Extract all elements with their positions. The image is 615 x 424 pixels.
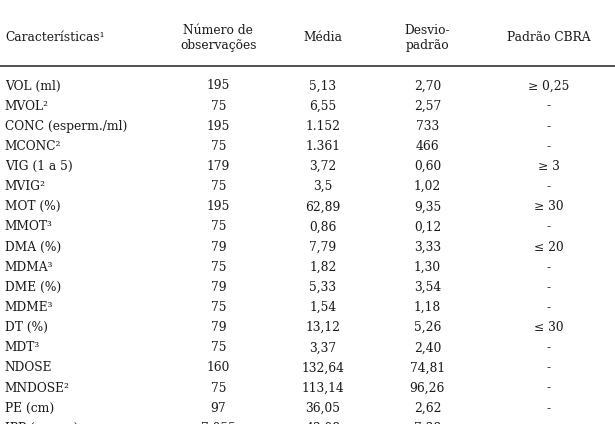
Text: 7.055: 7.055 <box>201 422 236 424</box>
Text: -: - <box>547 220 551 234</box>
Text: 2,40: 2,40 <box>414 341 441 354</box>
Text: 3,72: 3,72 <box>309 160 336 173</box>
Text: 75: 75 <box>210 261 226 274</box>
Text: 160: 160 <box>207 361 230 374</box>
Text: 1,30: 1,30 <box>414 261 441 274</box>
Text: 75: 75 <box>210 382 226 395</box>
Text: -: - <box>547 180 551 193</box>
Text: Média: Média <box>303 31 343 44</box>
Text: ≥ 3: ≥ 3 <box>538 160 560 173</box>
Text: MVIG²: MVIG² <box>5 180 46 193</box>
Text: 0,60: 0,60 <box>414 160 441 173</box>
Text: 97: 97 <box>210 402 226 415</box>
Text: 13,12: 13,12 <box>306 321 340 334</box>
Text: 5,13: 5,13 <box>309 79 336 92</box>
Text: 6,55: 6,55 <box>309 100 336 113</box>
Text: Número de
observações: Número de observações <box>180 23 256 52</box>
Text: ≤ 30: ≤ 30 <box>534 321 564 334</box>
Text: 466: 466 <box>416 140 439 153</box>
Text: -: - <box>547 382 551 395</box>
Text: 3,37: 3,37 <box>309 341 336 354</box>
Text: 43,08: 43,08 <box>305 422 341 424</box>
Text: Desvio-
padrão: Desvio- padrão <box>405 23 450 52</box>
Text: 1,02: 1,02 <box>414 180 441 193</box>
Text: 0,12: 0,12 <box>414 220 441 234</box>
Text: ≥ 30: ≥ 30 <box>534 200 564 213</box>
Text: MVOL²: MVOL² <box>5 100 49 113</box>
Text: -: - <box>547 402 551 415</box>
Text: -: - <box>547 281 551 294</box>
Text: -: - <box>547 261 551 274</box>
Text: VIG (1 a 5): VIG (1 a 5) <box>5 160 73 173</box>
Text: 75: 75 <box>210 341 226 354</box>
Text: -: - <box>547 140 551 153</box>
Text: 1,82: 1,82 <box>309 261 336 274</box>
Text: 1,54: 1,54 <box>309 301 336 314</box>
Text: 3,54: 3,54 <box>414 281 441 294</box>
Text: MDT³: MDT³ <box>5 341 40 354</box>
Text: 2,62: 2,62 <box>414 402 441 415</box>
Text: 7,79: 7,79 <box>309 240 336 254</box>
Text: 1,18: 1,18 <box>414 301 441 314</box>
Text: 195: 195 <box>207 120 230 133</box>
Text: DMA (%): DMA (%) <box>5 240 61 254</box>
Text: 195: 195 <box>207 200 230 213</box>
Text: 5,26: 5,26 <box>414 321 441 334</box>
Text: VOL (ml): VOL (ml) <box>5 79 61 92</box>
Text: 1.152: 1.152 <box>306 120 340 133</box>
Text: MDMA³: MDMA³ <box>5 261 54 274</box>
Text: -: - <box>547 361 551 374</box>
Text: MNDOSE²: MNDOSE² <box>5 382 70 395</box>
Text: 75: 75 <box>210 220 226 234</box>
Text: 5,33: 5,33 <box>309 281 336 294</box>
Text: 36,05: 36,05 <box>306 402 340 415</box>
Text: 3,5: 3,5 <box>313 180 333 193</box>
Text: 7,38: 7,38 <box>414 422 441 424</box>
Text: 96,26: 96,26 <box>410 382 445 395</box>
Text: 9,35: 9,35 <box>414 200 441 213</box>
Text: 79: 79 <box>210 240 226 254</box>
Text: CONC (esperm./ml): CONC (esperm./ml) <box>5 120 127 133</box>
Text: 74,81: 74,81 <box>410 361 445 374</box>
Text: 195: 195 <box>207 79 230 92</box>
Text: 79: 79 <box>210 281 226 294</box>
Text: DT (%): DT (%) <box>5 321 48 334</box>
Text: MDME³: MDME³ <box>5 301 54 314</box>
Text: 3,33: 3,33 <box>414 240 441 254</box>
Text: DME (%): DME (%) <box>5 281 61 294</box>
Text: 75: 75 <box>210 301 226 314</box>
Text: -: - <box>547 120 551 133</box>
Text: 179: 179 <box>207 160 230 173</box>
Text: ≤ 20: ≤ 20 <box>534 240 564 254</box>
Text: NDOSE: NDOSE <box>5 361 52 374</box>
Text: 2,70: 2,70 <box>414 79 441 92</box>
Text: MOT (%): MOT (%) <box>5 200 60 213</box>
Text: PE (cm): PE (cm) <box>5 402 54 415</box>
Text: 75: 75 <box>210 180 226 193</box>
Text: -: - <box>547 341 551 354</box>
Text: 75: 75 <box>210 140 226 153</box>
Text: 0,86: 0,86 <box>309 220 336 234</box>
Text: MMOT³: MMOT³ <box>5 220 53 234</box>
Text: -: - <box>547 100 551 113</box>
Text: Padrão CBRA: Padrão CBRA <box>507 31 590 44</box>
Text: -: - <box>547 301 551 314</box>
Text: 79: 79 <box>210 321 226 334</box>
Text: -: - <box>547 422 551 424</box>
Text: 1.361: 1.361 <box>306 140 340 153</box>
Text: 62,89: 62,89 <box>305 200 341 213</box>
Text: 113,14: 113,14 <box>301 382 344 395</box>
Text: 733: 733 <box>416 120 439 133</box>
Text: Características¹: Características¹ <box>5 31 105 44</box>
Text: IPP (meses): IPP (meses) <box>5 422 79 424</box>
Text: 75: 75 <box>210 100 226 113</box>
Text: 132,64: 132,64 <box>301 361 344 374</box>
Text: MCONC²: MCONC² <box>5 140 62 153</box>
Text: 2,57: 2,57 <box>414 100 441 113</box>
Text: ≥ 0,25: ≥ 0,25 <box>528 79 569 92</box>
